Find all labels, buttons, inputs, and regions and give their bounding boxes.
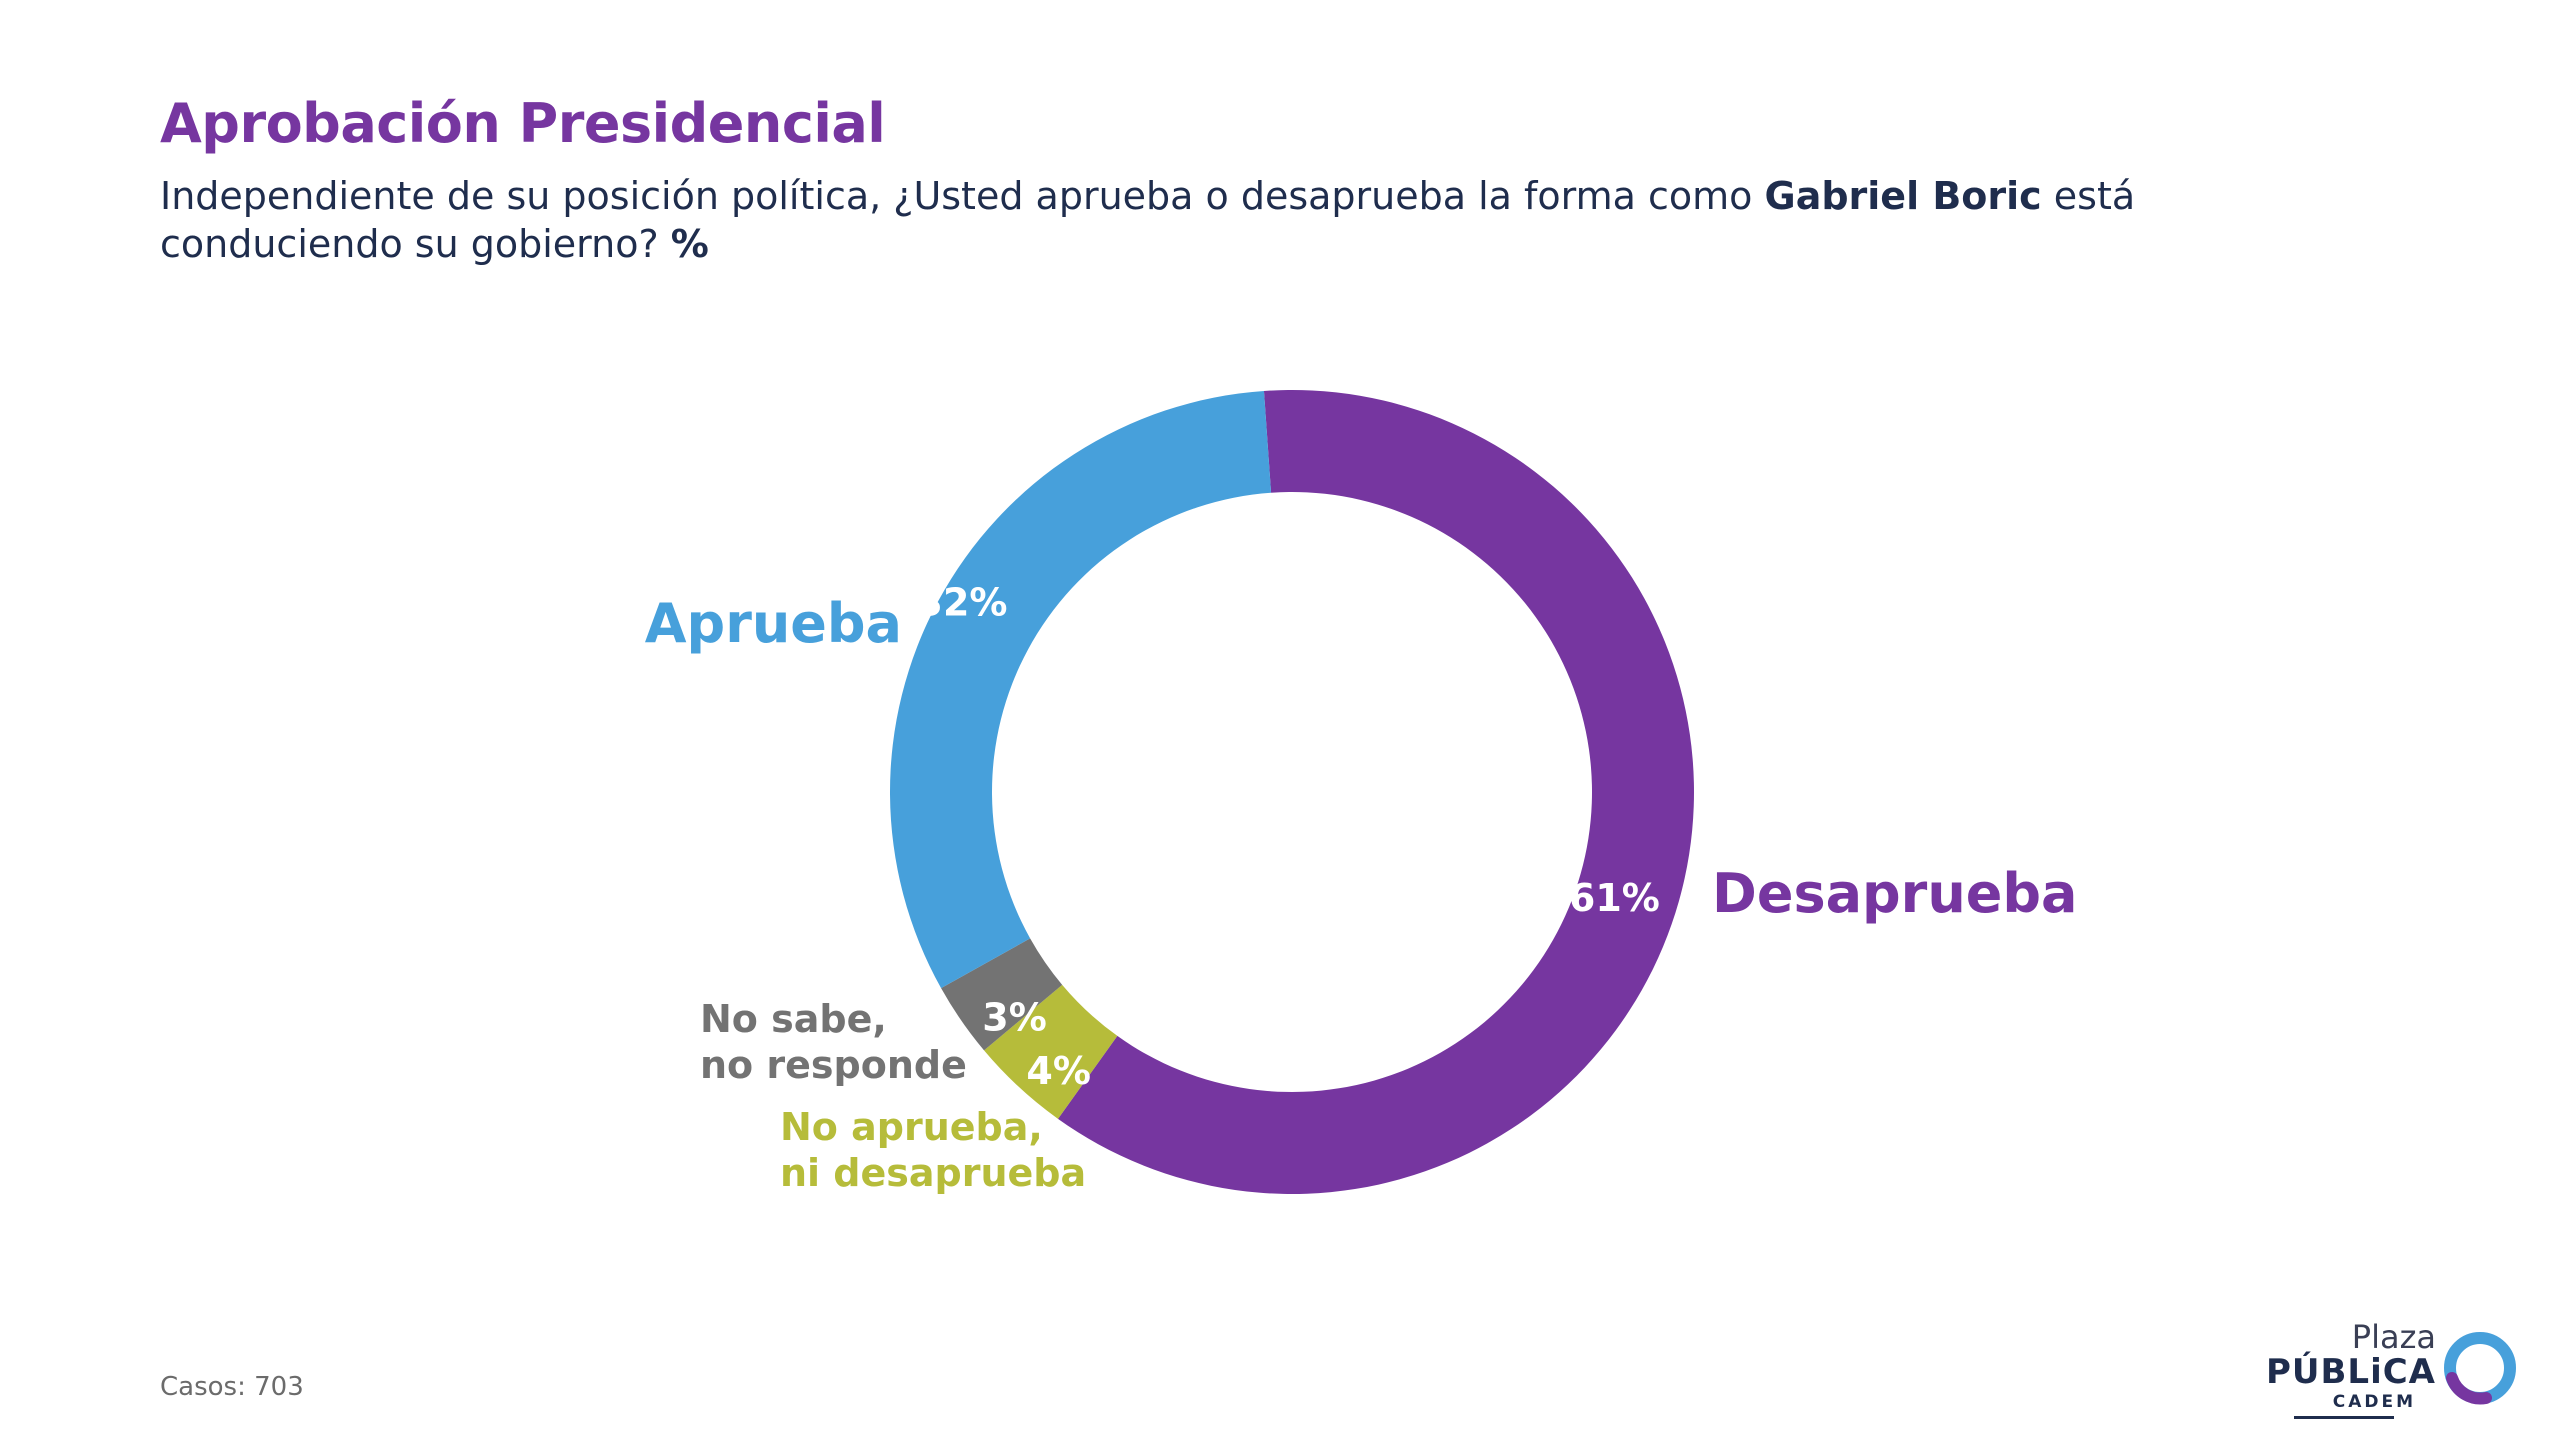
- plaza-publica-logo: Plaza PÚBLiCA CADEM: [2266, 1318, 2520, 1419]
- donut-slice: [1057, 390, 1694, 1194]
- slice-value-label: 32%: [917, 581, 1008, 625]
- logo-underline: [2294, 1416, 2394, 1419]
- chart-title: Aprobación Presidencial: [160, 92, 886, 155]
- slice-category-label: Aprueba: [645, 592, 902, 655]
- chart-question: Independiente de su posición política, ¿…: [160, 172, 2260, 268]
- cases-count: Casos: 703: [160, 1372, 304, 1402]
- logo-swirl-icon: [2444, 1332, 2516, 1405]
- slice-category-label: No aprueba, ni desaprueba: [780, 1105, 1086, 1195]
- slice-value-label: 3%: [982, 996, 1047, 1040]
- question-text-2: está conduciendo su gobierno?: [160, 174, 2136, 266]
- logo-text-plaza: Plaza: [2351, 1318, 2436, 1356]
- logo-text-cadem: CADEM: [2332, 1392, 2416, 1412]
- question-text-1: Independiente de su posición política, ¿…: [160, 174, 1765, 218]
- donut-slice: [889, 390, 1272, 989]
- slice-category-label: Desaprueba: [1712, 862, 2077, 925]
- question-unit: %: [670, 222, 709, 266]
- donut-slice: [984, 984, 1118, 1119]
- slice-value-label: 61%: [1569, 876, 1660, 920]
- slice-value-label: 4%: [1026, 1049, 1091, 1093]
- donut-slice: [941, 938, 1063, 1051]
- logo-text-publica: PÚBLiCA: [2265, 1352, 2436, 1392]
- slice-category-label: No sabe, no responde: [700, 997, 967, 1087]
- question-name: Gabriel Boric: [1764, 174, 2042, 218]
